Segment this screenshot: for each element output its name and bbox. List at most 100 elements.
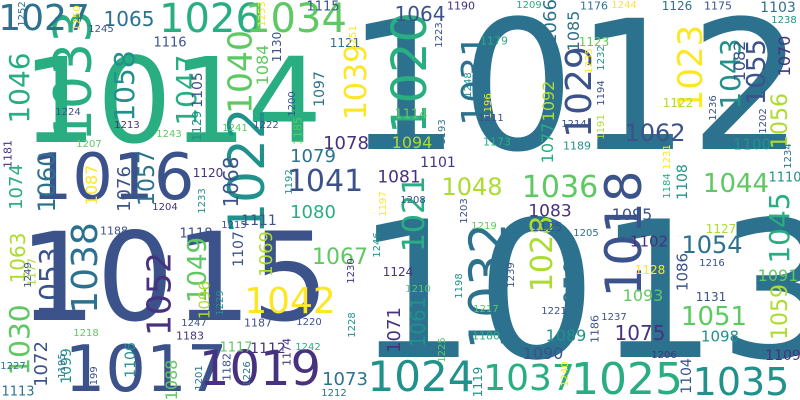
cloud-word-1189: 1189	[563, 139, 591, 153]
cloud-word-1198: 1198	[454, 273, 465, 299]
cloud-word-1131: 1131	[695, 290, 727, 304]
cloud-word-1242: 1242	[295, 342, 321, 353]
cloud-word-1077: 1077	[538, 122, 557, 164]
cloud-word-1183: 1183	[176, 329, 204, 343]
cloud-word-1016: 1016	[31, 141, 195, 215]
cloud-word-1174: 1174	[280, 338, 294, 366]
cloud-word-1241: 1241	[222, 123, 248, 134]
cloud-word-1074: 1074	[6, 164, 27, 210]
cloud-word-1239: 1239	[506, 262, 517, 288]
cloud-word-1053: 1053	[33, 247, 66, 319]
cloud-word-1065: 1065	[103, 7, 155, 31]
cloud-word-1126: 1126	[661, 0, 693, 13]
cloud-word-1105: 1105	[190, 72, 206, 108]
cloud-word-1102: 1102	[629, 232, 669, 251]
cloud-word-1204: 1204	[152, 202, 178, 213]
cloud-word-1210: 1210	[405, 284, 431, 295]
cloud-word-1192: 1192	[284, 169, 295, 195]
cloud-word-1129: 1129	[190, 110, 204, 142]
cloud-word-1116: 1116	[153, 35, 187, 51]
cloud-word-1188: 1188	[100, 224, 128, 238]
cloud-word-1233: 1233	[197, 188, 208, 214]
cloud-word-1201: 1201	[194, 365, 205, 391]
cloud-word-1025: 1025	[571, 354, 683, 400]
cloud-word-1191: 1191	[596, 114, 607, 140]
cloud-word-1061: 1061	[406, 296, 430, 348]
cloud-word-1199: 1199	[89, 366, 100, 392]
cloud-word-1052: 1052	[139, 252, 179, 336]
cloud-word-1124: 1124	[382, 265, 414, 279]
cloud-word-1100: 1100	[732, 135, 772, 154]
cloud-word-1226: 1226	[242, 361, 253, 387]
cloud-word-1013: 1013	[355, 181, 800, 400]
cloud-word-1048: 1048	[441, 173, 503, 201]
cloud-word-1228: 1228	[347, 312, 358, 338]
cloud-word-1215: 1215	[221, 220, 247, 231]
cloud-word-1221: 1221	[541, 306, 567, 317]
cloud-word-1034: 1034	[245, 0, 347, 42]
cloud-word-1202: 1202	[758, 108, 769, 134]
cloud-word-1082: 1082	[730, 40, 749, 82]
cloud-word-1252: 1252	[17, 1, 28, 27]
cloud-word-1182: 1182	[220, 353, 234, 381]
cloud-word-1108: 1108	[675, 164, 691, 200]
cloud-word-1037: 1037	[483, 358, 575, 399]
cloud-word-1190: 1190	[447, 0, 475, 13]
cloud-word-1238: 1238	[771, 15, 797, 26]
cloud-word-1130: 1130	[270, 31, 284, 63]
cloud-word-1110: 1110	[768, 170, 800, 186]
cloud-word-1060: 1060	[33, 151, 61, 213]
cloud-word-1223: 1223	[434, 22, 445, 48]
cloud-word-1220: 1220	[296, 317, 322, 328]
cloud-word-1089: 1089	[545, 326, 587, 345]
cloud-word-1036: 1036	[521, 170, 599, 205]
cloud-word-1019: 1019	[198, 341, 322, 397]
cloud-word-1217: 1217	[473, 304, 499, 315]
cloud-word-1179: 1179	[480, 34, 508, 48]
cloud-word-1253: 1253	[257, 1, 268, 27]
cloud-word-1083: 1083	[528, 201, 572, 222]
cloud-word-1017: 1017	[64, 333, 228, 400]
cloud-word-1218: 1218	[73, 328, 99, 339]
cloud-word-1229: 1229	[215, 290, 226, 316]
cloud-word-1026: 1026	[159, 0, 261, 42]
cloud-word-1027: 1027	[0, 0, 90, 39]
cloud-word-1092: 1092	[539, 80, 558, 122]
cloud-word-1119: 1119	[471, 366, 485, 398]
cloud-word-1066: 1066	[540, 0, 561, 45]
cloud-word-1251: 1251	[348, 25, 359, 51]
cloud-word-1207: 1207	[76, 139, 102, 150]
cloud-word-1113: 1113	[1, 384, 35, 400]
cloud-word-1181: 1181	[1, 140, 15, 168]
cloud-word-1075: 1075	[614, 321, 666, 345]
cloud-word-1243: 1243	[156, 129, 182, 140]
cloud-word-1247: 1247	[181, 318, 207, 329]
cloud-word-1057: 1057	[135, 150, 160, 206]
cloud-word-1232: 1232	[596, 45, 607, 71]
cloud-word-1209: 1209	[516, 0, 542, 11]
cloud-word-1186: 1186	[588, 315, 602, 343]
cloud-word-1121: 1121	[329, 36, 361, 50]
cloud-word-1219: 1219	[471, 221, 497, 232]
cloud-word-1104: 1104	[679, 358, 695, 394]
cloud-word-1040: 1040	[220, 30, 260, 114]
cloud-word-1068: 1068	[219, 156, 243, 208]
cloud-word-1211: 1211	[478, 113, 504, 124]
cloud-word-1107: 1107	[231, 231, 247, 267]
cloud-word-1224: 1224	[55, 107, 81, 118]
cloud-word-1106: 1106	[123, 342, 139, 378]
cloud-word-1123: 1123	[578, 35, 610, 49]
cloud-word-1208: 1208	[400, 195, 426, 206]
cloud-word-1200: 1200	[287, 91, 298, 117]
cloud-word-1185: 1185	[291, 117, 305, 145]
cloud-word-1214: 1214	[561, 119, 587, 130]
cloud-word-1012: 1012	[345, 0, 800, 192]
cloud-word-1118: 1118	[179, 226, 213, 242]
cloud-word-1195: 1195	[57, 353, 68, 379]
cloud-word-1197: 1197	[378, 191, 389, 217]
cloud-word-1175: 1175	[704, 0, 732, 13]
cloud-word-1109: 1109	[765, 348, 800, 364]
cloud-word-1222: 1222	[253, 120, 279, 131]
cloud-word-1071: 1071	[384, 307, 405, 353]
